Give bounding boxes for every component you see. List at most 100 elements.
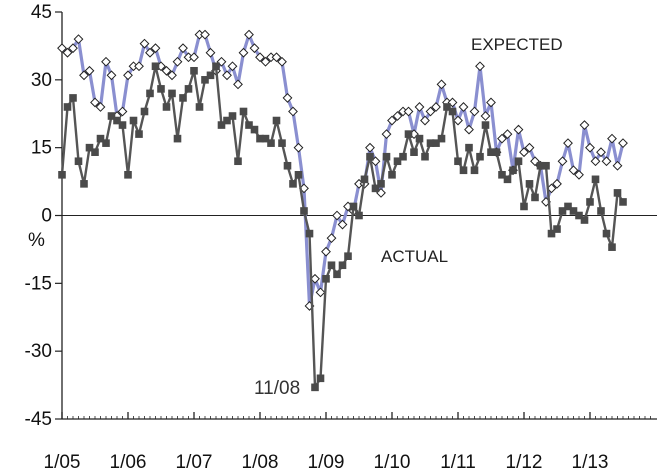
x-tick-label: 1/08 xyxy=(242,452,279,473)
point-expected xyxy=(607,133,617,144)
point-actual xyxy=(355,211,363,220)
point-expected xyxy=(57,43,67,54)
point-actual xyxy=(294,171,303,179)
y-tick-label: 15 xyxy=(31,138,52,159)
point-actual xyxy=(283,161,292,170)
point-actual xyxy=(272,116,281,125)
point-actual xyxy=(503,175,512,184)
point-actual xyxy=(432,139,440,147)
x-tick-label: 1/05 xyxy=(44,452,81,473)
x-tick-label: 1/13 xyxy=(572,452,609,473)
point-actual xyxy=(289,180,297,188)
point-expected xyxy=(238,47,249,58)
point-expected xyxy=(95,102,106,112)
point-expected xyxy=(420,115,430,126)
point-actual xyxy=(553,225,561,233)
point-expected xyxy=(90,97,100,108)
point-expected xyxy=(618,138,628,149)
series-actual xyxy=(58,62,627,392)
point-actual xyxy=(459,166,468,175)
point-actual xyxy=(492,148,501,156)
point-expected xyxy=(475,61,485,72)
point-expected xyxy=(282,93,293,103)
point-actual xyxy=(278,139,286,147)
point-actual xyxy=(234,157,242,166)
point-actual xyxy=(569,207,578,215)
point-expected xyxy=(84,65,95,76)
point-actual xyxy=(261,134,270,143)
point-actual xyxy=(333,270,341,279)
y-axis-label: % xyxy=(28,230,45,251)
point-expected xyxy=(139,38,150,49)
y-tick-label: -45 xyxy=(25,409,52,430)
point-actual xyxy=(173,134,182,143)
point-expected xyxy=(497,133,507,144)
point-expected xyxy=(326,233,337,244)
point-actual xyxy=(426,139,435,147)
point-actual xyxy=(410,148,418,156)
point-actual xyxy=(327,261,336,270)
point-expected xyxy=(200,29,210,40)
point-actual xyxy=(102,139,110,147)
point-expected xyxy=(68,43,78,54)
point-expected xyxy=(79,70,89,81)
point-actual xyxy=(454,157,462,166)
point-expected xyxy=(244,29,254,40)
point-expected xyxy=(392,111,403,121)
point-expected xyxy=(458,102,469,112)
point-actual xyxy=(371,184,380,193)
point-actual xyxy=(498,171,506,179)
point-actual xyxy=(223,116,231,125)
series-label-expected: EXPECTED xyxy=(471,35,563,54)
point-actual xyxy=(443,103,451,111)
point-actual xyxy=(267,139,275,147)
point-actual xyxy=(597,207,605,215)
point-actual xyxy=(74,157,83,166)
point-expected xyxy=(387,115,397,126)
point-actual xyxy=(580,216,589,224)
point-actual xyxy=(113,116,121,125)
point-actual xyxy=(69,94,77,102)
point-actual xyxy=(91,148,99,156)
point-expected xyxy=(480,111,491,121)
point-actual xyxy=(564,202,572,211)
point-expected xyxy=(172,56,183,67)
point-actual xyxy=(135,130,143,138)
point-actual xyxy=(338,261,347,270)
point-actual xyxy=(399,152,407,161)
point-expected xyxy=(519,147,529,158)
point-actual xyxy=(201,76,209,84)
point-actual xyxy=(151,62,160,71)
point-actual xyxy=(536,161,545,170)
point-actual xyxy=(421,152,429,161)
point-expected xyxy=(447,97,458,108)
point-expected xyxy=(486,97,496,108)
point-actual xyxy=(85,143,94,152)
point-expected xyxy=(101,56,111,67)
point-expected xyxy=(321,246,331,257)
series-layer xyxy=(57,29,628,392)
point-actual xyxy=(146,89,154,98)
point-actual xyxy=(415,134,424,143)
y-tick-label: -15 xyxy=(25,273,52,294)
y-tick-label: 0 xyxy=(41,206,52,227)
point-expected xyxy=(161,65,172,76)
point-expected xyxy=(73,34,84,45)
series-expected xyxy=(57,29,628,311)
point-expected xyxy=(178,43,188,54)
point-actual xyxy=(509,166,517,175)
point-expected xyxy=(414,102,425,112)
point-expected xyxy=(612,160,623,171)
point-actual xyxy=(168,89,176,98)
point-actual xyxy=(575,211,583,220)
point-actual xyxy=(80,180,88,188)
point-expected xyxy=(150,43,161,54)
x-tick-label: 1/07 xyxy=(176,452,213,473)
point-actual xyxy=(305,229,314,238)
point-expected xyxy=(227,61,238,72)
x-tick-label: 1/10 xyxy=(374,452,411,473)
point-expected xyxy=(464,124,474,135)
x-tick-label: 1/09 xyxy=(308,452,345,473)
point-actual xyxy=(558,207,567,215)
point-actual xyxy=(195,103,204,111)
